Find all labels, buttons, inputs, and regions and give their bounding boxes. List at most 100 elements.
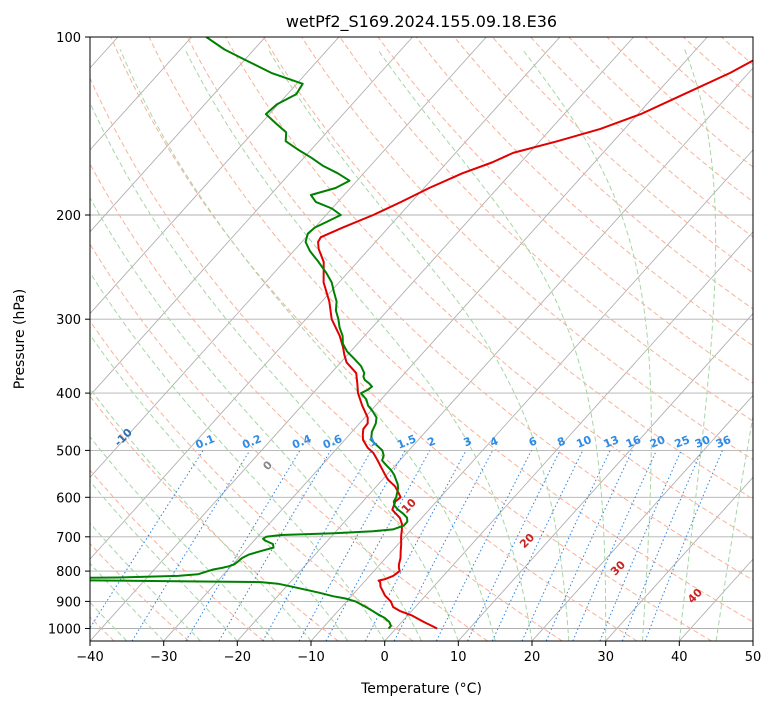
dry-adiabat-line [644,37,753,134]
isotherm-line [531,394,753,641]
y-tick-label: 1000 [48,623,81,638]
mixing-ratio-label: 25 [673,433,692,451]
mixing-ratio-label: 0.1 [194,432,217,451]
mixing-ratio-line [545,450,633,641]
moist-adiabat-label: 0 [260,458,275,473]
moist-adiabat-line [184,49,533,641]
y-axis-label: Pressure (hPa) [12,289,28,389]
mixing-ratio-line [467,450,561,641]
dry-adiabat-line [148,37,753,623]
mixing-ratio-label: 0.4 [290,432,313,451]
x-tick-label: 40 [671,650,688,665]
moist-adiabat-line [90,333,349,641]
mixing-ratio-line [131,450,251,641]
mixing-ratio-label: 36 [714,433,733,451]
dry-adiabat-line [110,37,712,641]
mixing-ratio-label: 0.6 [321,432,344,451]
dry-adiabat-line [568,37,753,203]
dry-adiabat-line [224,37,753,540]
mixing-ratio-line [572,450,657,641]
moist-adiabat-line [90,522,201,641]
x-tick-label: 30 [597,650,614,665]
moist-adiabat-line [267,49,570,641]
mixing-ratio-label: 2 [426,434,438,449]
dry-adiabat-line [339,37,753,422]
moist-adiabat-line [90,480,238,641]
y-tick-label: 500 [56,444,81,459]
mixing-ratio-label: 16 [624,433,643,451]
mixing-ratio-line [90,450,204,629]
dry-adiabat-line [90,542,190,641]
data-curves [90,37,753,630]
chart-title: wetPf2_S169.2024.155.09.18.E36 [286,12,557,32]
dry-adiabat-label: -10 [112,426,135,449]
moist-adiabat-line [119,49,496,641]
x-tick-label: 50 [745,650,762,665]
moist-adiabat-line [715,413,753,641]
axes: −40 −30 −20 −10 0 10 20 30 40 5010020030040050060… [48,31,761,665]
mixing-ratio-label: 8 [555,434,567,449]
line-labels: -100-90-80-70-60-50-40-30-20-100.10.20.4… [112,426,734,606]
x-tick-label: −30 [150,650,177,665]
mixing-ratio-line [325,450,431,641]
y-tick-label: 200 [56,209,81,224]
isotherm-line [384,231,753,641]
x-tick-label: 0 [381,650,389,665]
x-axis-label: Temperature (°C) [360,681,482,697]
mixing-ratio-label: 0.2 [240,432,263,451]
isotherm-line [90,37,487,479]
background-lines [90,37,753,641]
moist-adiabat-line [377,49,607,641]
dry-adiabat-line [606,37,753,168]
dry-adiabat-line [721,37,753,66]
moist-adiabat-line [522,49,652,641]
moist-adiabat-line [90,436,275,641]
dry-adiabat-line [377,37,753,384]
moist-adiabat-line [90,271,386,641]
mixing-ratio-line [644,450,723,641]
moist-adiabat-line [678,49,717,641]
moist-adiabat-label: 30 [608,558,628,578]
dry-adiabat-line [90,77,638,641]
isotherm-line [236,67,753,641]
dry-adiabat-line [90,469,264,641]
isotherm-line [163,37,708,641]
dry-adiabat-line [90,320,414,641]
mixing-ratio-label: 1.5 [395,432,418,451]
moist-adiabat-line [90,196,422,641]
mixing-ratio-line [393,450,494,641]
mixing-ratio-line [435,450,532,641]
isotherm-line [752,640,753,641]
mixing-ratio-label: 30 [693,433,712,451]
isotherm-line [90,37,561,560]
x-tick-label: 20 [524,650,541,665]
y-tick-label: 800 [56,565,81,580]
mixing-ratio-label: 3 [462,434,474,449]
y-tick-label: 700 [56,531,81,546]
mixing-ratio-line [491,450,584,641]
isotherm-line [457,312,753,641]
isotherm-line [90,37,340,315]
dry-adiabat-line [90,162,563,641]
dry-adiabat-line [301,37,753,461]
mixing-ratio-line [621,450,703,641]
dry-adiabat-line [90,395,339,641]
moist-adiabat-label: 40 [685,586,705,606]
mixing-ratio-label: 10 [574,433,593,451]
y-tick-label: 300 [56,313,81,328]
mixing-ratio-line [185,450,301,641]
isotherm-line [310,149,753,641]
x-tick-label: −20 [224,650,251,665]
x-tick-label: −40 [76,650,103,665]
dry-adiabat-line [682,37,753,100]
dry-adiabat-line [415,37,753,347]
isotherm-line [90,37,192,151]
y-tick-label: 100 [56,31,81,46]
mixing-ratio-line [364,450,467,641]
mixing-ratio-label: 1 [367,434,379,449]
dry-adiabat-line [263,37,753,500]
dry-adiabat-line [186,37,753,581]
dry-adiabat-line [453,37,753,310]
mixing-ratio-label: 4 [488,434,500,449]
